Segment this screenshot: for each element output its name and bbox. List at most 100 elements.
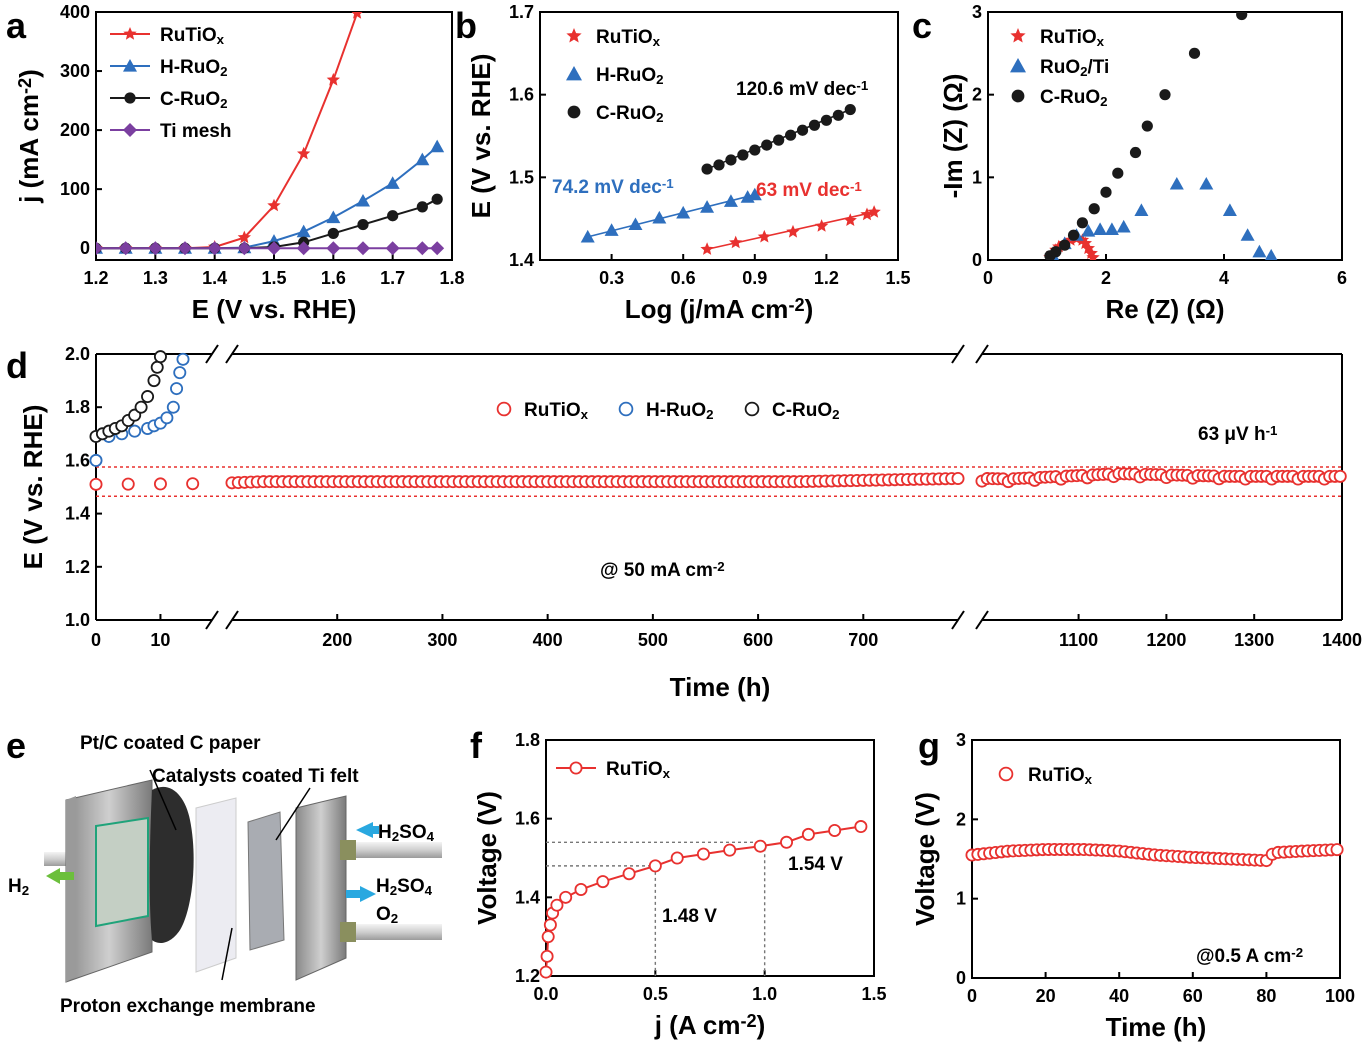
data-point — [1252, 244, 1267, 258]
panel-label-f: f — [470, 725, 483, 766]
y-axis-label: Voltage (V) — [910, 792, 940, 926]
data-point — [89, 453, 103, 467]
ti-felt — [247, 811, 285, 951]
data-point — [121, 477, 135, 491]
y-tick-label: 3 — [972, 2, 982, 22]
data-point — [431, 193, 443, 205]
y-tick-label: 1.5 — [509, 167, 534, 187]
y-tick-label: 1 — [956, 889, 966, 909]
series-1 — [89, 352, 190, 467]
x-tick-label: 2 — [1101, 268, 1111, 288]
label-catalysts: Catalysts coated Ti felt — [152, 766, 359, 787]
data-point — [430, 241, 445, 256]
data-point — [1104, 222, 1119, 236]
data-point — [648, 859, 662, 873]
x-tick-label: 1300 — [1234, 630, 1274, 650]
current-density-label: @0.5 A cm-2​ — [1196, 945, 1303, 967]
x-tick-label: 4 — [1219, 268, 1229, 288]
x-tick-label: 400 — [533, 630, 563, 650]
fit-line — [706, 108, 851, 170]
data-point — [1199, 176, 1214, 190]
data-point — [696, 847, 710, 861]
data-point — [1333, 469, 1347, 483]
legend-label: C-RuO2​ — [772, 400, 840, 422]
current-density-label: @ 50 mA cm-2​ — [600, 559, 725, 581]
fit-line — [706, 211, 875, 251]
h2so4-in-arrow — [356, 822, 373, 838]
label-h2so4-out: H2​SO4​ — [376, 876, 433, 898]
data-point — [854, 820, 868, 834]
legend-label: RuTiOx​ — [524, 400, 589, 422]
data-point — [170, 382, 184, 396]
y-tick-label: 1 — [972, 167, 982, 187]
x-axis-label: E (V vs. RHE) — [192, 294, 357, 324]
x-tick-label: 40 — [1109, 986, 1129, 1006]
data-point — [1159, 89, 1171, 101]
data-point — [160, 411, 174, 425]
data-point — [1134, 203, 1149, 216]
panel-label-d: d — [6, 345, 28, 386]
data-point — [828, 823, 842, 837]
data-point — [1141, 120, 1153, 132]
data-point — [1067, 229, 1080, 241]
chart-c: 0 2 4 6 0 1 2 3 Re (Z) (Ω) -Im (Z) (Ω) RuTiOx​ RuO2… — [938, 2, 1347, 324]
data-point — [801, 827, 815, 841]
x-axis-label: Log (j/mA cm-2​) — [625, 294, 814, 324]
series-3 — [96, 241, 445, 256]
data-point — [166, 400, 180, 414]
legend: RuTiOx​ H-RuO2​ C-RuO2​ — [496, 400, 840, 422]
callout-line-pem — [221, 927, 233, 981]
data-point — [815, 219, 829, 232]
data-point — [134, 400, 148, 414]
x-tick-label: 1100 — [1059, 630, 1098, 650]
data-point — [951, 471, 965, 485]
data-point — [670, 851, 684, 865]
series-rutiox — [89, 467, 1347, 491]
legend-label: H-RuO2​ — [160, 57, 228, 79]
pipe-fitting-top — [340, 840, 356, 860]
flow-field — [95, 816, 149, 928]
legend-marker — [123, 123, 137, 137]
x-tick-label: 0 — [91, 630, 101, 650]
y-tick-label: 1.2 — [65, 557, 90, 577]
data-point — [1050, 246, 1062, 258]
legend-label: C-RuO2​ — [1040, 87, 1108, 109]
data-point — [780, 835, 794, 849]
series-2 — [1044, 12, 1248, 260]
x-tick-label: 1.5 — [861, 984, 886, 1004]
label-h2: H2​ — [8, 876, 29, 898]
electrolyzer-illustration: Pt/C coated C paper Catalysts coated Ti … — [8, 733, 442, 1017]
plot-frame — [95, 344, 1343, 630]
series-rutiox — [965, 842, 1344, 868]
h2-arrow-tail — [60, 872, 74, 880]
data-point — [207, 241, 222, 256]
y-tick-label: 1.4 — [515, 887, 540, 907]
legend-marker — [567, 105, 581, 119]
y-axis-label: j (mA cm-2​) — [14, 69, 44, 204]
legend-label: H-RuO2​ — [646, 400, 714, 422]
label-o2: O2​ — [376, 904, 398, 926]
data-point — [153, 477, 167, 491]
y-tick-label: 0 — [956, 968, 966, 988]
right-end-plate — [295, 795, 347, 981]
plot-frame — [539, 11, 899, 261]
plot-frame — [545, 739, 875, 977]
callout-line-ptc — [149, 769, 177, 831]
membrane — [195, 797, 237, 973]
data-point — [628, 217, 643, 231]
data-point — [596, 875, 610, 889]
pipe-fitting-bottom — [340, 922, 356, 942]
y-tick-label: 200 — [60, 120, 90, 140]
x-tick-label: 10 — [150, 630, 170, 650]
data-point — [89, 477, 103, 491]
data-point — [843, 213, 857, 226]
data-point — [356, 193, 370, 207]
data-point — [296, 224, 311, 238]
data-point — [541, 930, 555, 944]
x-tick-label: 1.5 — [261, 268, 286, 288]
h2so4-out-arrow — [360, 886, 376, 902]
chart-d: 0 10 200 300 400 500 600 700 1100 1200 1300 1400 1.0… — [18, 344, 1362, 702]
data-point — [148, 241, 163, 256]
slope-label-rutiox: 63 mV dec-1​ — [756, 179, 862, 201]
legend-marker — [569, 761, 583, 775]
